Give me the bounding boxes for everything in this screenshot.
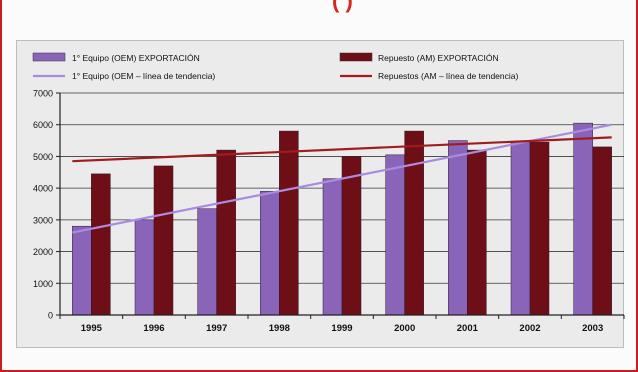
legend-label-am-bar: Repuesto (AM) EXPORTACIÓN: [378, 53, 499, 63]
x-tick-label-1996: 1996: [143, 323, 164, 334]
y-tick-label: 7000: [33, 89, 53, 99]
bar-oem-2003: [573, 122, 593, 316]
trendline-layer: [72, 123, 612, 234]
x-tick-label-2002: 2002: [519, 323, 540, 334]
y-axis-ticks: 0 1000 2000 3000 4000 5000 6000 7000: [33, 89, 60, 321]
y-tick-label: 0: [48, 311, 53, 321]
y-tick-label: 4000: [33, 184, 53, 194]
y-tick-label: 6000: [33, 120, 53, 130]
title-fragment: ( ): [332, 0, 353, 13]
legend-swatch-oem-bar: [32, 52, 66, 62]
bar-oem-2001: [448, 140, 468, 316]
x-tick-label-2001: 2001: [457, 323, 479, 334]
bar-layer: [72, 122, 612, 316]
x-tick-label-2000: 2000: [394, 323, 415, 334]
y-tick-label: 1000: [33, 279, 53, 289]
legend-label-oem-bar: 1° Equipo (OEM) EXPORTACIÓN: [72, 53, 200, 63]
x-tick-label-1999: 1999: [331, 323, 352, 334]
x-axis-ticks: 1995 1996 1997 1998 1999 2000 2001 2002 2003: [59, 315, 625, 334]
bar-oem-1998: [260, 191, 280, 316]
trendline-oem: [72, 123, 612, 234]
bar-am-1999: [341, 156, 362, 316]
bar-am-2002: [529, 141, 550, 316]
bar-oem-1996: [134, 219, 155, 316]
title-strip: ( ): [2, 0, 638, 14]
bar-oem-1999: [322, 178, 343, 316]
y-tick-label: 5000: [33, 152, 53, 162]
legend-label-am-trend: Repuestos (AM – línea de tendencia): [378, 71, 519, 81]
bar-am-2003: [592, 146, 612, 316]
bar-am-1998: [279, 130, 299, 316]
legend-swatch-am-bar: [339, 52, 373, 62]
legend-label-oem-trend: 1° Equipo (OEM – línea de tendencia): [72, 71, 215, 81]
bar-am-1995: [91, 173, 111, 316]
bar-am-1997: [216, 149, 236, 316]
bar-oem-2000: [385, 154, 405, 316]
bar-am-2001: [467, 149, 487, 316]
y-tick-label: 3000: [33, 215, 53, 225]
x-tick-label-2003: 2003: [582, 323, 603, 334]
bar-oem-1997: [197, 208, 217, 316]
trendline-am: [72, 136, 612, 163]
x-tick-label-1995: 1995: [81, 323, 103, 334]
bar-oem-2002: [510, 141, 531, 316]
bar-am-1996: [153, 165, 174, 316]
y-tick-label: 2000: [33, 247, 53, 257]
x-tick-label-1997: 1997: [206, 323, 227, 334]
bar-am-2000: [404, 130, 424, 316]
x-tick-label-1998: 1998: [269, 323, 290, 334]
bar-oem-1995: [72, 225, 92, 316]
legend: 1° Equipo (OEM) EXPORTACIÓN Repuesto (AM)…: [32, 52, 519, 81]
